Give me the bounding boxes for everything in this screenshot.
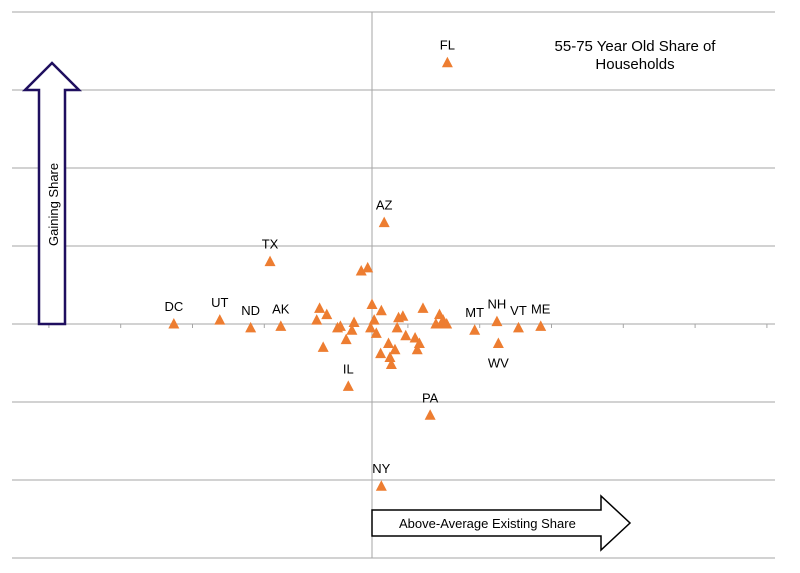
- data-points: [168, 56, 547, 491]
- data-point: [370, 327, 382, 338]
- point-label-vt: VT: [510, 303, 527, 318]
- data-point: [362, 261, 374, 273]
- data-point-ut: [214, 314, 226, 325]
- data-point: [355, 264, 367, 276]
- data-point-fl: [441, 56, 453, 68]
- data-point-ak: [275, 320, 287, 331]
- data-point: [346, 324, 358, 335]
- data-point-tx: [264, 255, 276, 267]
- data-point: [409, 332, 421, 343]
- data-point-il: [342, 380, 354, 391]
- x-axis-label: Above-Average Existing Share: [399, 516, 576, 531]
- data-point: [314, 302, 326, 313]
- data-point: [368, 314, 380, 325]
- gridlines: [12, 11, 775, 559]
- point-labels: FL AZ TX DC UT ND AK MT NH WV VT ME IL PA NY: [164, 38, 550, 477]
- data-point: [389, 343, 401, 355]
- point-label-ny: NY: [372, 461, 390, 476]
- data-point: [375, 347, 387, 359]
- data-point: [365, 321, 377, 333]
- point-label-tx: TX: [262, 237, 279, 252]
- data-point: [397, 310, 409, 321]
- data-point: [411, 343, 423, 355]
- data-point-ny: [375, 480, 387, 491]
- y-axis-label: Gaining Share: [46, 163, 61, 246]
- data-point: [417, 302, 429, 313]
- data-point: [348, 316, 360, 327]
- data-point-me: [535, 320, 547, 331]
- data-point: [334, 320, 346, 331]
- data-point: [311, 314, 323, 325]
- data-point: [385, 358, 397, 370]
- data-point-mt: [469, 324, 481, 335]
- point-label-nd: ND: [241, 303, 260, 318]
- data-point-nh: [491, 315, 503, 327]
- point-label-nh: NH: [488, 297, 507, 312]
- data-point: [340, 333, 352, 345]
- data-point: [400, 329, 412, 341]
- data-point: [391, 321, 403, 333]
- point-label-ak: AK: [272, 301, 290, 316]
- data-point: [375, 304, 387, 316]
- point-label-ut: UT: [211, 295, 228, 310]
- data-point-vt: [512, 321, 524, 333]
- point-label-wv: WV: [488, 356, 509, 371]
- data-point-nd: [245, 321, 257, 333]
- data-point-wv: [492, 337, 504, 348]
- point-label-fl: FL: [440, 38, 455, 53]
- point-label-me: ME: [531, 301, 551, 316]
- chart-title: 55-75 Year Old Share of Households: [554, 38, 716, 73]
- data-point-dc: [168, 318, 180, 329]
- point-label-mt: MT: [465, 305, 484, 320]
- data-point: [321, 308, 333, 320]
- point-label-il: IL: [343, 361, 354, 376]
- gaining-share-arrow: Gaining Share: [21, 61, 83, 326]
- point-label-az: AZ: [376, 198, 393, 213]
- data-point-pa: [424, 409, 436, 420]
- data-point-az: [378, 216, 390, 228]
- data-point: [413, 337, 425, 348]
- data-point: [383, 337, 395, 348]
- point-label-pa: PA: [422, 390, 439, 405]
- point-label-dc: DC: [164, 299, 183, 314]
- data-point: [366, 298, 378, 309]
- data-point: [441, 318, 453, 329]
- above-average-arrow: Above-Average Existing Share: [371, 494, 632, 552]
- data-point: [317, 341, 329, 352]
- data-point: [384, 351, 396, 363]
